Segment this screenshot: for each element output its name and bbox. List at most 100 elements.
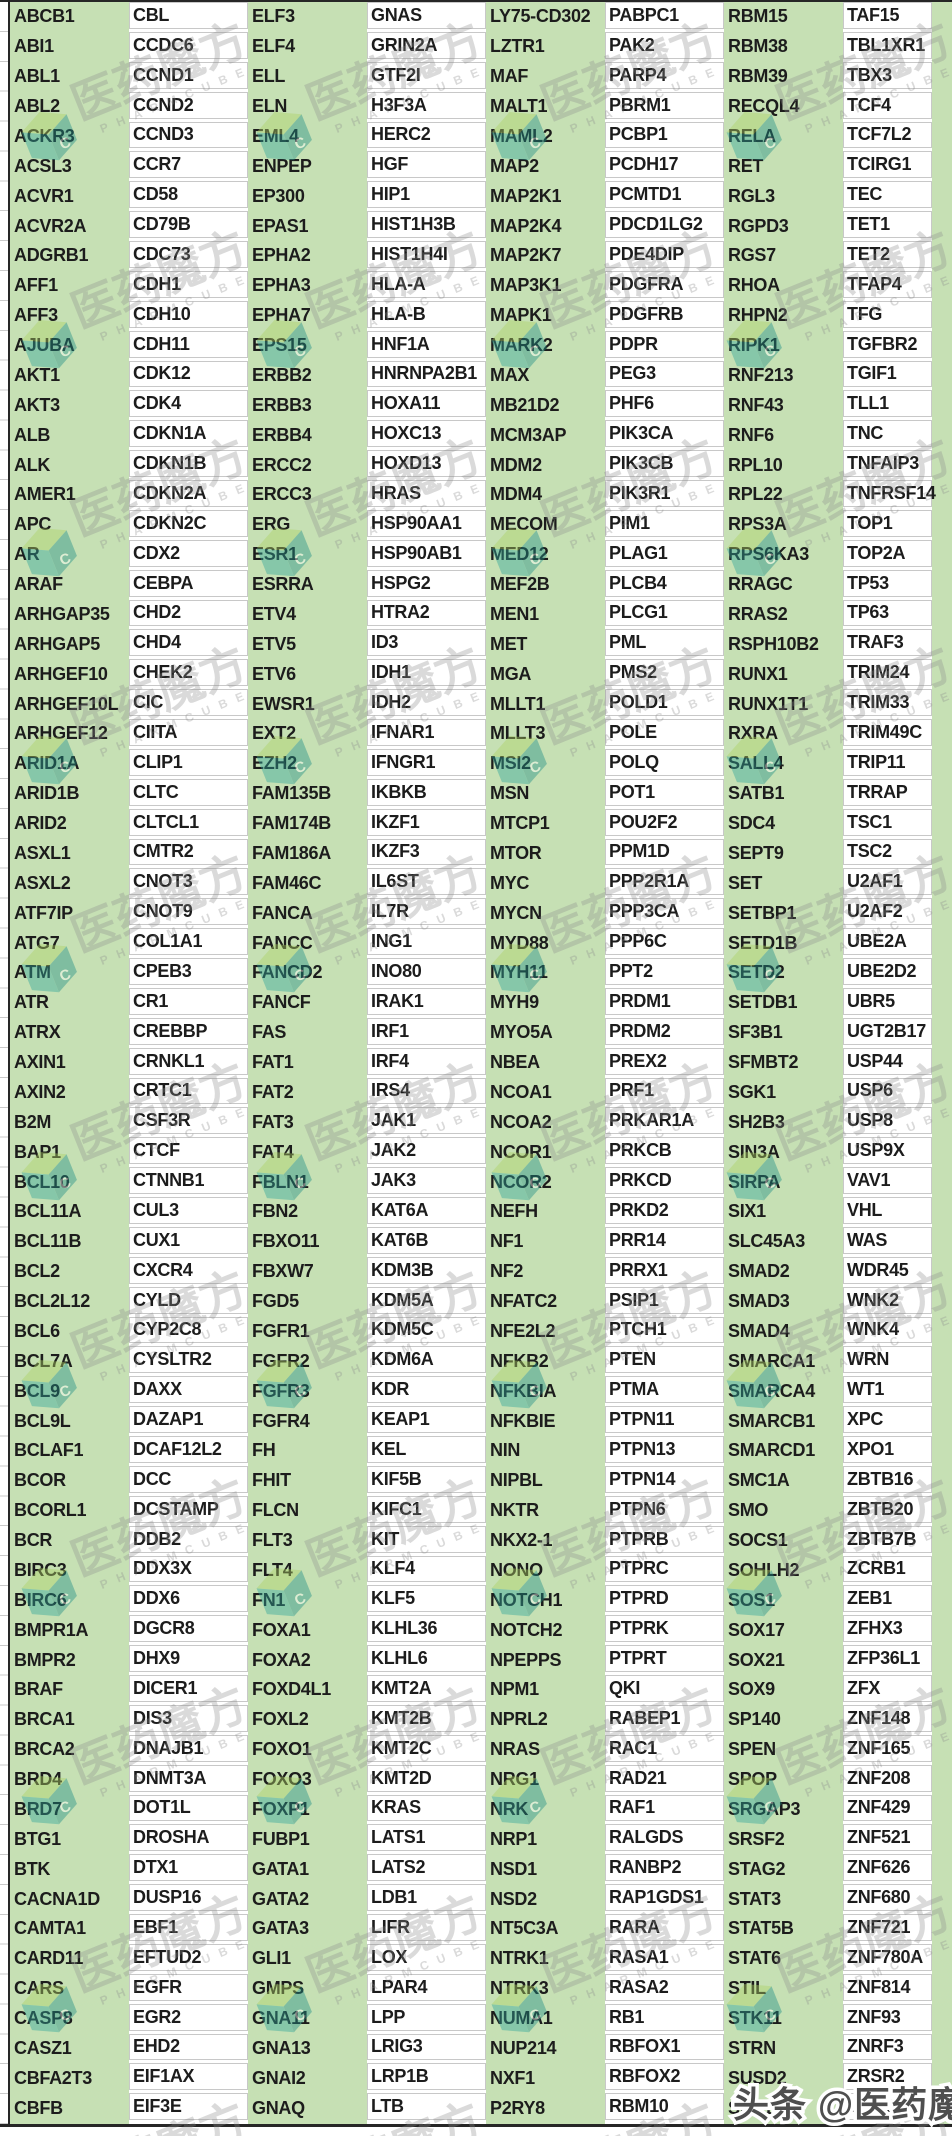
gene-cell: DCC <box>129 1465 248 1496</box>
gene-cell: KMT2C <box>367 1734 486 1765</box>
gene-cell: ATM <box>14 962 51 983</box>
gene-cell: IRF1 <box>367 1017 486 1048</box>
gene-cell: XPC <box>843 1406 932 1436</box>
gene-cell: ZFP36L1 <box>843 1645 932 1675</box>
gene-cell: LIFR <box>367 1914 486 1944</box>
gene-cell: FLT4 <box>252 1559 293 1580</box>
gene-cell: STAT3 <box>728 1888 781 1909</box>
gene-cell: ERCC2 <box>252 454 312 475</box>
gene-cell: FANCD2 <box>252 962 323 983</box>
gene-cell: NRP1 <box>490 1828 537 1849</box>
gene-cell: DAZAP1 <box>129 1406 248 1436</box>
gene-cell: WRN <box>843 1346 932 1377</box>
gene-cell: ABL1 <box>14 66 60 87</box>
gene-cell: FOXA2 <box>252 1649 311 1670</box>
gene-cell: CRNKL1 <box>129 1047 248 1078</box>
gene-cell: RPL22 <box>728 484 783 505</box>
gene-cell: PHF6 <box>605 390 724 421</box>
gene-cell: ASXL1 <box>14 842 71 863</box>
gene-cell: TAF15 <box>843 2 932 32</box>
gene-cell: PLAG1 <box>605 539 724 570</box>
gene-cell: SMARCA1 <box>728 1350 815 1371</box>
gene-cell: ARHGAP5 <box>14 633 100 654</box>
gene-cell: MYO5A <box>490 1022 553 1043</box>
gene-cell: NEFH <box>490 1201 538 1222</box>
gene-cell: SOX17 <box>728 1619 785 1640</box>
gene-cell: FAM186A <box>252 842 331 863</box>
gene-cell: ACKR3 <box>14 125 75 146</box>
gene-cell: RBM39 <box>728 66 788 87</box>
gene-cell: CCND2 <box>129 91 248 122</box>
gene-cell: CBL <box>129 2 248 32</box>
gene-cell: ACVR2A <box>14 215 87 236</box>
gene-cell: INO80 <box>367 958 486 988</box>
gene-cell: CD58 <box>129 181 248 212</box>
gene-cell: FBN2 <box>252 1201 298 1222</box>
gene-cell: IDH2 <box>367 689 486 719</box>
cutoff-left-gridline-column <box>0 2 8 2124</box>
gene-cell: RBM38 <box>728 36 788 57</box>
gene-cell: ABI1 <box>14 36 54 57</box>
gene-cell: SUZ12 <box>728 2097 783 2118</box>
gene-cell: RBFOX1 <box>605 2033 724 2064</box>
gene-cell: HLA-B <box>367 300 486 331</box>
gene-cell: ERG <box>252 514 291 535</box>
gene-cell: ZNF521 <box>843 1824 932 1855</box>
gene-cell: IKZF3 <box>367 838 486 869</box>
gene-cell: CRTC1 <box>129 1077 248 1108</box>
gene-cell: H3F3A <box>367 91 486 122</box>
gene-cell: SFMBT2 <box>728 1052 799 1073</box>
gene-cell: KMT2D <box>367 1764 486 1795</box>
gene-cell: CLIP1 <box>129 748 248 779</box>
gene-cell: UBE2D2 <box>843 958 932 988</box>
gene-cell: FLCN <box>252 1500 299 1521</box>
gene-cell: AFF3 <box>14 305 58 326</box>
gene-cell: RAC1 <box>605 1734 724 1765</box>
gene-cell: DHX9 <box>129 1645 248 1675</box>
gene-cell: MCM3AP <box>490 424 567 445</box>
gene-cell: CTNNB1 <box>129 1167 248 1197</box>
gene-cell: PEG3 <box>605 360 724 391</box>
gene-cell: POU2F2 <box>605 808 724 839</box>
gene-cell: CHD4 <box>129 629 248 660</box>
gene-cell: CYSLTR2 <box>129 1346 248 1377</box>
gene-cell: NCOR2 <box>490 1171 552 1192</box>
gene-cell: ERBB4 <box>252 424 312 445</box>
gene-cell: AKT1 <box>14 364 60 385</box>
gene-cell: CIC <box>129 689 248 719</box>
gene-cell: FOXL2 <box>252 1709 309 1730</box>
gene-cell: DCAF12L2 <box>129 1436 248 1466</box>
gene-cell: CLTCL1 <box>129 808 248 839</box>
gene-cell: U2AF2 <box>843 898 932 929</box>
gene-cell: PRDM1 <box>605 987 724 1018</box>
gene-cell: EWSR1 <box>252 693 315 714</box>
gene-cell: TCF7L2 <box>843 121 932 152</box>
gene-cell: HOXC13 <box>367 420 486 451</box>
gene-cell: SOCS1 <box>728 1530 788 1551</box>
gene-cell: PABPC1 <box>605 2 724 32</box>
gene-cell: ACSL3 <box>14 155 72 176</box>
gene-cell: NIPBL <box>490 1470 543 1491</box>
gene-cell: FH <box>252 1440 276 1461</box>
gene-cell: MALT1 <box>490 96 548 117</box>
gene-cell: DAXX <box>129 1376 248 1407</box>
table-top-border <box>0 0 952 2</box>
gene-cell: RPS6KA3 <box>728 544 809 565</box>
gene-cell: ENPEP <box>252 155 312 176</box>
gene-cell: RARA <box>605 1914 724 1944</box>
gene-cell: WT1 <box>843 1376 932 1407</box>
gene-cell: KDM3B <box>367 1256 486 1287</box>
gene-cell: FAM46C <box>252 872 322 893</box>
gene-cell: LATS2 <box>367 1854 486 1885</box>
gene-cell: PTEN <box>605 1346 724 1377</box>
gene-cell: XPO1 <box>843 1436 932 1466</box>
gene-cell: MYH11 <box>490 962 548 983</box>
gene-cell: CCND3 <box>129 121 248 152</box>
gene-cell: FOXD4L1 <box>252 1679 331 1700</box>
gene-cell: IFNAR1 <box>367 719 486 749</box>
gene-cell: MTCP1 <box>490 813 550 834</box>
gene-cell: ERBB3 <box>252 394 312 415</box>
gene-cell: VHL <box>843 1197 932 1227</box>
gene-cell: IFNGR1 <box>367 748 486 779</box>
gene-cell: HNF1A <box>367 330 486 361</box>
